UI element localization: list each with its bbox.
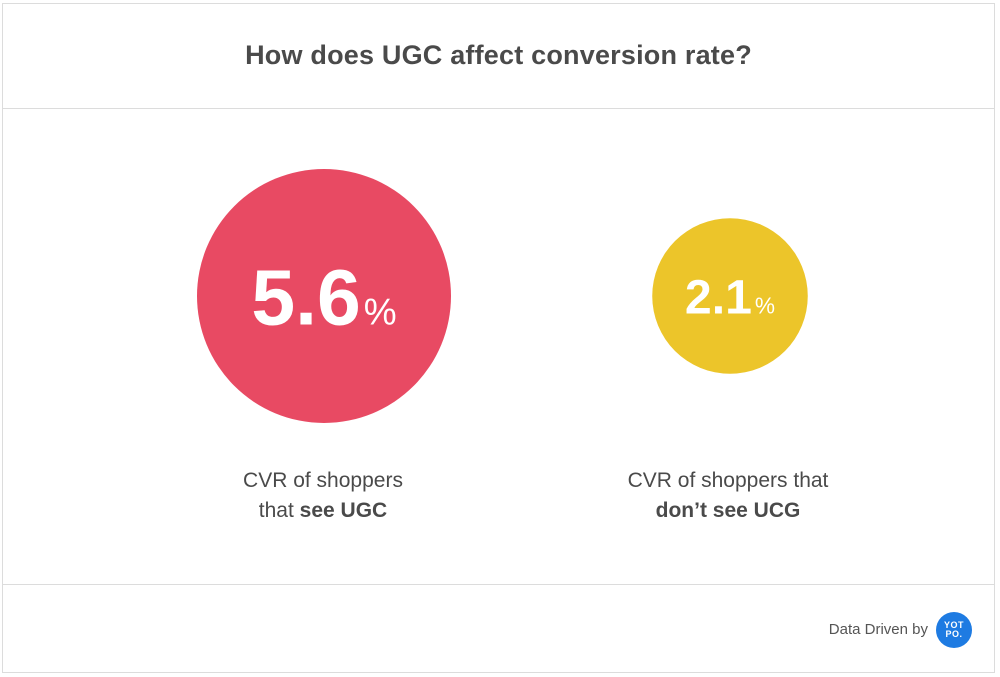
value-number: 2.1: [685, 270, 752, 324]
chart-title: How does UGC affect conversion rate?: [245, 39, 752, 70]
caption-prefix: that: [258, 499, 300, 522]
value-unit: %: [364, 291, 397, 332]
caption-line1: CVR of shoppers that: [627, 469, 829, 492]
caption-line2: that see UGC: [173, 496, 473, 526]
caption-bold: don’t see UCG: [655, 499, 801, 522]
yotpo-logo: YOT PO.: [936, 612, 972, 648]
infographic-card: How does UGC affect conversion rate? 5.6…: [2, 3, 995, 673]
value-unit: %: [755, 292, 775, 318]
header: How does UGC affect conversion rate?: [3, 4, 994, 109]
caption-dont-see-ugc: CVR of shoppers that don’t see UCG: [578, 466, 878, 526]
bubble-value-label: 5.6%: [251, 253, 396, 341]
logo-text: YOT PO.: [944, 620, 965, 639]
value-number: 5.6: [251, 253, 360, 341]
caption-see-ugc: CVR of shoppers that see UGC: [173, 466, 473, 526]
bubble-1: [652, 218, 808, 374]
credit-text: Data Driven by: [828, 621, 928, 638]
bubble-chart: 5.6% 2.1%: [197, 169, 808, 423]
bubble-value-label: 2.1%: [685, 270, 775, 324]
footer: Data Driven by YOT PO.: [3, 584, 994, 673]
caption-bold: see UGC: [299, 499, 388, 522]
caption-line2: don’t see UCG: [578, 496, 878, 526]
caption-line1: CVR of shoppers: [243, 469, 403, 492]
bubble-0: [197, 169, 451, 423]
